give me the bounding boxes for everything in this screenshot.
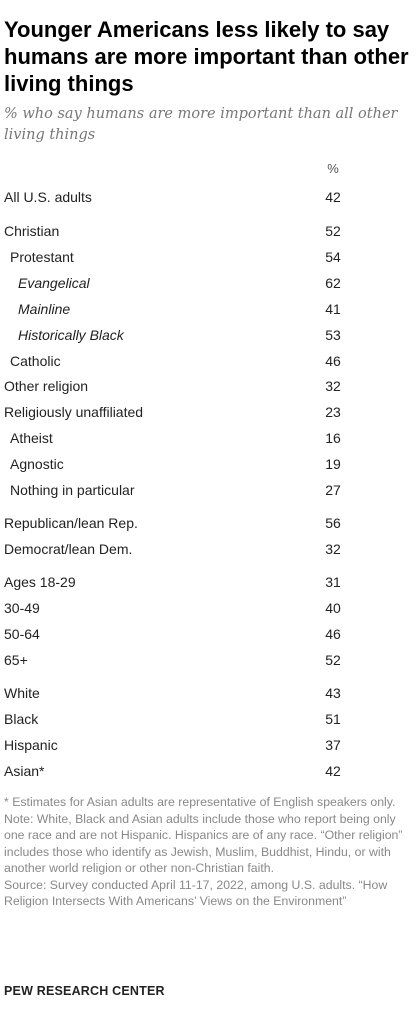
row-label: Catholic	[10, 353, 61, 369]
row-value: 19	[325, 456, 341, 472]
table-row: Catholic 46	[0, 349, 418, 373]
source-note: Source: Survey conducted April 11-17, 20…	[4, 877, 388, 909]
row-value: 16	[325, 430, 341, 446]
row-label: 50-64	[4, 626, 40, 642]
table-row: White 43	[0, 681, 418, 705]
asterisk-note: * Estimates for Asian adults are represe…	[4, 795, 396, 809]
row-label: Nothing in particular	[10, 482, 135, 498]
row-value: 52	[325, 223, 341, 239]
row-label: 30-49	[4, 600, 40, 616]
table-row: Protestant 54	[0, 245, 418, 269]
row-label: Black	[4, 711, 39, 727]
row-value: 46	[325, 626, 341, 642]
table-row: Hispanic 37	[0, 733, 418, 757]
source-organization: PEW RESEARCH CENTER	[4, 984, 165, 998]
row-label: Other religion	[4, 378, 89, 394]
row-label: Religiously unaffiliated	[4, 404, 144, 420]
row-label: Protestant	[10, 249, 74, 265]
row-value: 56	[325, 515, 341, 531]
notes-section: * Estimates for Asian adults are represe…	[4, 794, 409, 910]
table-row: Religiously unaffiliated 23	[0, 400, 418, 424]
row-label: Mainline	[18, 301, 71, 317]
table-row: 30-49 40	[0, 596, 418, 620]
chart-title: Younger Americans less likely to say hum…	[4, 17, 409, 96]
table-row: Evangelical 62	[0, 271, 418, 295]
row-label: All U.S. adults	[4, 189, 92, 205]
row-value: 40	[325, 600, 341, 616]
table-row: All U.S. adults 42	[0, 185, 418, 209]
row-value: 54	[325, 249, 341, 265]
table-row: 50-64 46	[0, 622, 418, 646]
row-value: 42	[325, 189, 341, 205]
table-row: Asian* 42	[0, 759, 418, 783]
table-row: 65+ 52	[0, 648, 418, 672]
row-label: Agnostic	[10, 456, 64, 472]
row-value: 32	[325, 541, 341, 557]
row-value: 52	[325, 652, 341, 668]
row-label: Evangelical	[18, 275, 90, 291]
table-row: Christian 52	[0, 219, 418, 243]
column-header-percent: %	[327, 161, 339, 176]
table-row: Ages 18-29 31	[0, 570, 418, 594]
row-label: Christian	[4, 223, 60, 239]
row-value: 51	[325, 711, 341, 727]
row-value: 42	[325, 763, 341, 779]
row-label: Asian*	[4, 763, 45, 779]
row-label: Historically Black	[18, 327, 124, 343]
row-label: Ages 18-29	[4, 574, 76, 590]
row-value: 41	[325, 301, 341, 317]
table-row: Atheist 16	[0, 426, 418, 450]
table-row: Black 51	[0, 707, 418, 731]
row-value: 43	[325, 685, 341, 701]
table-row: Agnostic 19	[0, 452, 418, 476]
row-label: Atheist	[10, 430, 53, 446]
table-row: Other religion 32	[0, 374, 418, 398]
table-row: Democrat/lean Dem. 32	[0, 537, 418, 561]
row-label: Democrat/lean Dem.	[4, 541, 133, 557]
row-value: 62	[325, 275, 341, 291]
row-value: 31	[325, 574, 341, 590]
row-value: 37	[325, 737, 341, 753]
row-label: Hispanic	[4, 737, 58, 753]
table-row: Mainline 41	[0, 297, 418, 321]
row-label: 65+	[4, 652, 28, 668]
row-value: 27	[325, 482, 341, 498]
chart-subtitle: % who say humans are more important than…	[4, 106, 398, 143]
table-row: Republican/lean Rep. 56	[0, 511, 418, 535]
table-row: Historically Black 53	[0, 323, 418, 347]
row-label: Republican/lean Rep.	[4, 515, 138, 531]
row-label: White	[4, 685, 40, 701]
methodology-note: Note: White, Black and Asian adults incl…	[4, 811, 403, 876]
row-value: 53	[325, 327, 341, 343]
row-value: 32	[325, 378, 341, 394]
row-value: 23	[325, 404, 341, 420]
row-value: 46	[325, 353, 341, 369]
table-row: Nothing in particular 27	[0, 478, 418, 502]
